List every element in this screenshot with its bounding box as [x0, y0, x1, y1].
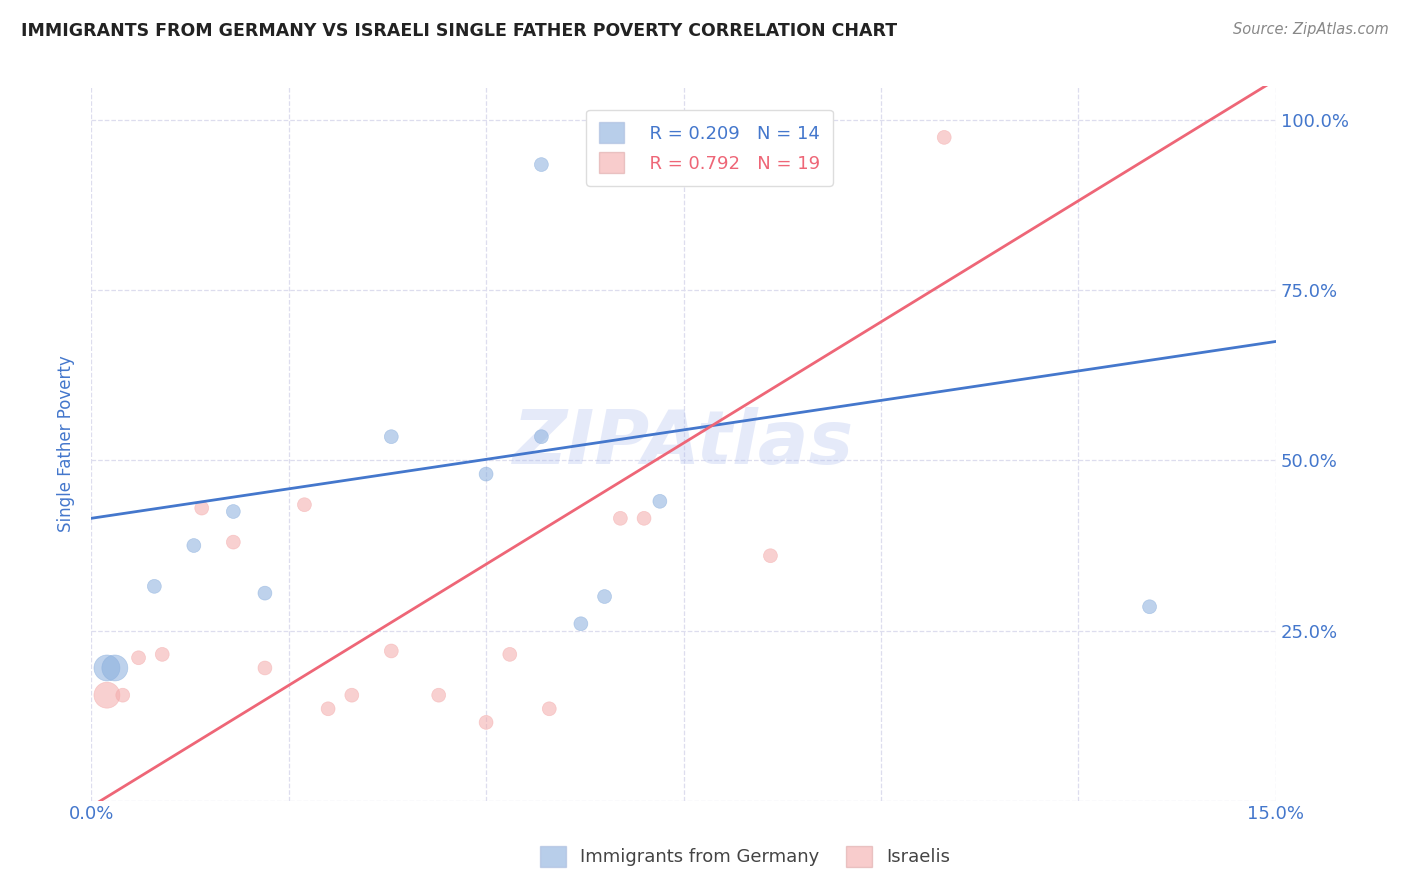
Point	[475, 715, 498, 730]
Point	[190, 501, 212, 516]
Point	[633, 511, 655, 525]
Point	[111, 688, 134, 702]
Point	[104, 661, 127, 675]
Legend: Immigrants from Germany, Israelis: Immigrants from Germany, Israelis	[533, 838, 957, 874]
Point	[253, 661, 276, 675]
Point	[475, 467, 498, 482]
Text: ZIPAtlas: ZIPAtlas	[513, 407, 853, 480]
Point	[340, 688, 363, 702]
Text: Source: ZipAtlas.com: Source: ZipAtlas.com	[1233, 22, 1389, 37]
Point	[759, 549, 782, 563]
Point	[934, 130, 956, 145]
Point	[648, 494, 671, 508]
Point	[609, 511, 631, 525]
Y-axis label: Single Father Poverty: Single Father Poverty	[58, 355, 75, 532]
Point	[96, 688, 118, 702]
Point	[593, 590, 616, 604]
Point	[427, 688, 450, 702]
Point	[222, 535, 245, 549]
Point	[569, 616, 592, 631]
Point	[380, 644, 402, 658]
Point	[222, 504, 245, 518]
Point	[253, 586, 276, 600]
Point	[150, 648, 173, 662]
Point	[530, 430, 553, 444]
Point	[183, 539, 205, 553]
Point	[380, 430, 402, 444]
Point	[538, 702, 561, 716]
Point	[96, 661, 118, 675]
Point	[128, 650, 150, 665]
Point	[316, 702, 339, 716]
Text: IMMIGRANTS FROM GERMANY VS ISRAELI SINGLE FATHER POVERTY CORRELATION CHART: IMMIGRANTS FROM GERMANY VS ISRAELI SINGL…	[21, 22, 897, 40]
Point	[530, 158, 553, 172]
Legend:   R = 0.209   N = 14,   R = 0.792   N = 19: R = 0.209 N = 14, R = 0.792 N = 19	[586, 110, 834, 186]
Point	[499, 648, 522, 662]
Point	[1139, 599, 1161, 614]
Point	[143, 579, 166, 593]
Point	[294, 498, 316, 512]
